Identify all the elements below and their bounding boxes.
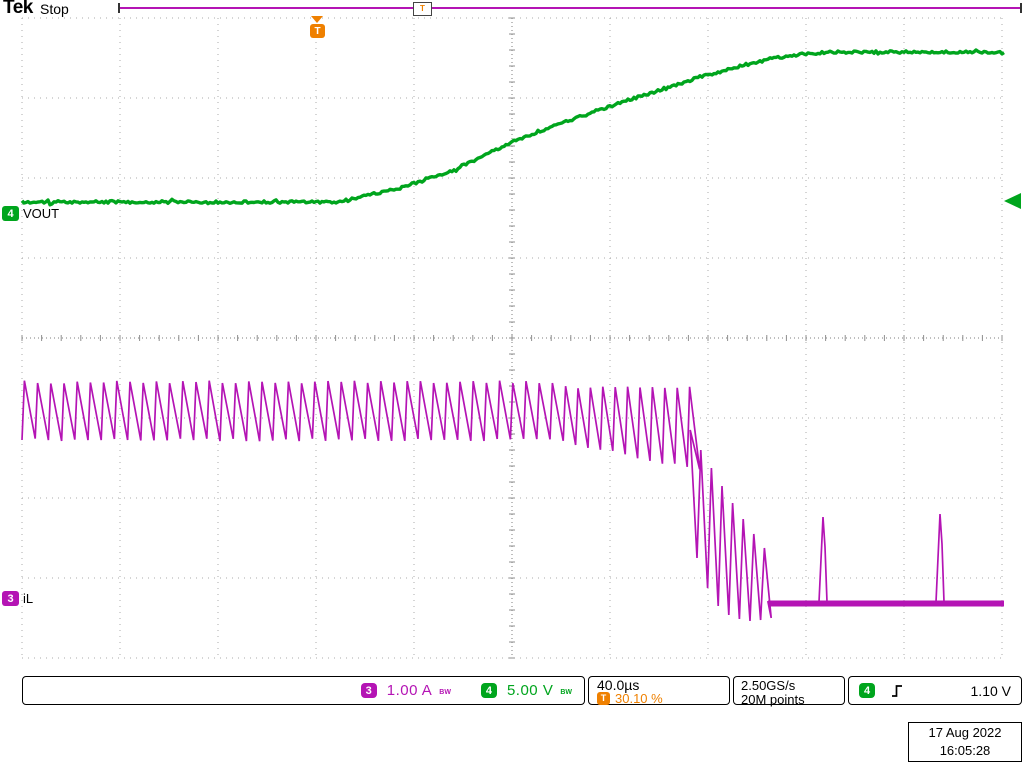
time-readout: 16:05:28 — [909, 742, 1021, 760]
date-readout: 17 Aug 2022 — [909, 724, 1021, 742]
channel3-marker: 3 — [2, 591, 19, 606]
trigger-source-badge: 4 — [859, 683, 875, 698]
ch3-scale-readout: 1.00 A — [387, 682, 433, 699]
acquisition-status: Stop — [40, 1, 69, 17]
channel-readouts-box: 3 1.00 A BW 4 5.00 V BW — [22, 676, 585, 705]
ch4-badge: 4 — [481, 683, 497, 698]
graticule-and-waveforms — [0, 0, 1024, 768]
trigger-letter: T — [314, 26, 320, 37]
trigger-position-arrow-icon — [311, 16, 323, 23]
record-length-readout: 20M points — [741, 693, 837, 706]
trigger-position-badge: T — [310, 24, 325, 38]
trigger-t-badge: T — [597, 692, 610, 705]
oscilloscope-display: Tek Stop T T 4 VOUT 3 iL 3 1.00 A BW 4 5… — [0, 0, 1024, 768]
trigger-level-arrow — [1004, 193, 1021, 209]
vout-trace — [22, 50, 1004, 205]
ch4-bandwidth-icon: BW — [560, 689, 572, 696]
trigger-position-readout: 30.10 % — [615, 692, 663, 705]
record-view-trigger-marker: T — [413, 2, 432, 16]
channel3-label: iL — [23, 591, 33, 606]
channel4-label: VOUT — [23, 206, 59, 221]
trigger-level-readout: 1.10 V — [971, 683, 1011, 699]
ch3-bandwidth-icon: BW — [439, 689, 451, 696]
ch3-badge: 3 — [361, 683, 377, 698]
il-trace — [22, 381, 1004, 621]
datetime-box: 17 Aug 2022 16:05:28 — [908, 722, 1022, 762]
timebase-box: 40.0µs T 30.10 % — [588, 676, 730, 705]
record-trigger-letter: T — [420, 5, 425, 13]
tek-logo: Tek — [3, 0, 33, 19]
trigger-readout-box: 4 1.10 V — [848, 676, 1022, 705]
sample-rate-readout: 2.50GS/s — [741, 679, 837, 692]
channel4-marker: 4 — [2, 206, 19, 221]
rising-edge-icon — [891, 683, 903, 699]
ch4-scale-readout: 5.00 V — [507, 682, 553, 699]
acquisition-box: 2.50GS/s 20M points — [733, 676, 845, 705]
